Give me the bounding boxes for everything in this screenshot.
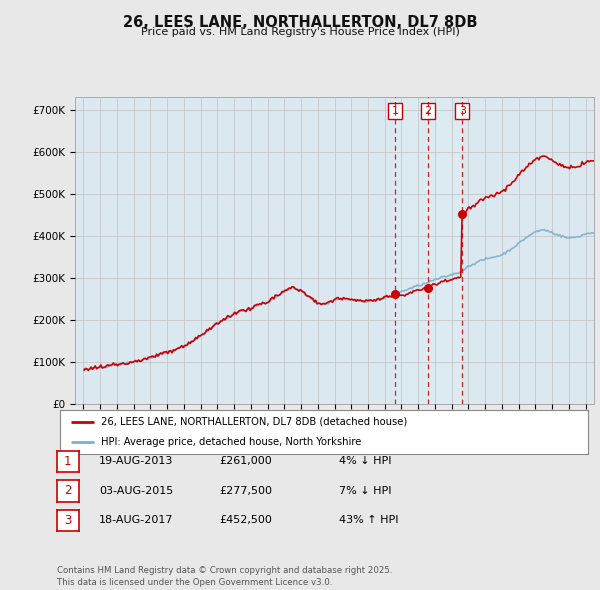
Text: 26, LEES LANE, NORTHALLERTON, DL7 8DB: 26, LEES LANE, NORTHALLERTON, DL7 8DB — [123, 15, 477, 30]
Text: Price paid vs. HM Land Registry's House Price Index (HPI): Price paid vs. HM Land Registry's House … — [140, 27, 460, 37]
Text: 19-AUG-2013: 19-AUG-2013 — [99, 457, 173, 466]
Text: Contains HM Land Registry data © Crown copyright and database right 2025.
This d: Contains HM Land Registry data © Crown c… — [57, 566, 392, 587]
Text: 1: 1 — [392, 106, 399, 116]
Text: 2: 2 — [64, 484, 71, 497]
Text: 3: 3 — [459, 106, 466, 116]
Bar — [395, 97, 462, 404]
Text: 26, LEES LANE, NORTHALLERTON, DL7 8DB (detached house): 26, LEES LANE, NORTHALLERTON, DL7 8DB (d… — [101, 417, 407, 427]
Text: 3: 3 — [64, 514, 71, 527]
Text: 18-AUG-2017: 18-AUG-2017 — [99, 516, 173, 525]
Text: 7% ↓ HPI: 7% ↓ HPI — [339, 486, 391, 496]
Text: £452,500: £452,500 — [219, 516, 272, 525]
Text: 2: 2 — [425, 106, 431, 116]
Text: 1: 1 — [64, 455, 71, 468]
Text: £261,000: £261,000 — [219, 457, 272, 466]
Text: HPI: Average price, detached house, North Yorkshire: HPI: Average price, detached house, Nort… — [101, 437, 362, 447]
Text: 4% ↓ HPI: 4% ↓ HPI — [339, 457, 391, 466]
Text: £277,500: £277,500 — [219, 486, 272, 496]
Text: 43% ↑ HPI: 43% ↑ HPI — [339, 516, 398, 525]
Text: 03-AUG-2015: 03-AUG-2015 — [99, 486, 173, 496]
